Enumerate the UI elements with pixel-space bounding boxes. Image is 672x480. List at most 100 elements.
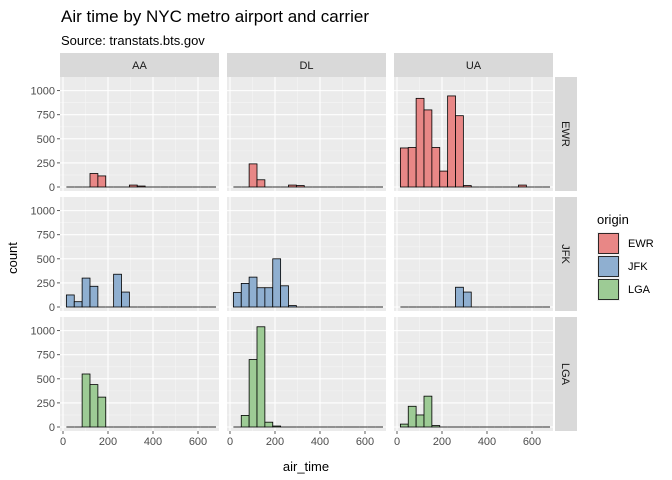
facet-strip-row: [555, 77, 577, 191]
x-tick-label: 200: [266, 436, 284, 448]
facet-label-col: UA: [466, 60, 482, 72]
histogram-bar: [415, 97, 425, 188]
histogram-bar: [462, 291, 472, 308]
facet-strip-col: [227, 53, 386, 77]
histogram-bar: [455, 286, 464, 308]
histogram-bar: [462, 185, 472, 188]
histogram-bar: [97, 175, 107, 188]
y-tick-label: 1000: [31, 326, 55, 338]
histogram-bar: [89, 384, 99, 428]
legend-swatch: [598, 279, 619, 300]
histogram-bar: [431, 425, 441, 428]
legend-swatch: [598, 256, 619, 277]
legend-label: EWR: [628, 238, 654, 250]
panel-lga-aa: [60, 317, 219, 431]
facet-label-row: EWR: [559, 121, 571, 147]
histogram-bar: [288, 305, 297, 308]
histogram-bar: [256, 326, 266, 428]
x-tick-label: 600: [356, 436, 374, 448]
chart-title: Air time by NYC metro airport and carrie…: [61, 7, 369, 26]
histogram-bar: [431, 147, 441, 188]
histogram-bar: [81, 373, 91, 428]
panel-lga-dl: [227, 317, 386, 431]
histogram-bar: [264, 287, 274, 308]
panel-ewr-dl: [227, 77, 386, 191]
histogram-bar: [89, 285, 99, 308]
histogram-bar: [232, 292, 242, 308]
panel-jfk-dl: [227, 197, 386, 311]
x-axis-title: air_time: [283, 459, 329, 474]
facet-strip-col: [394, 53, 553, 77]
panel-ewr-ua: [394, 77, 553, 191]
legend-label: JFK: [628, 261, 648, 273]
histogram-bar: [518, 184, 527, 188]
histogram-bar: [97, 396, 107, 428]
y-tick-label: 1000: [31, 86, 55, 98]
histogram-bar: [128, 184, 138, 188]
panel-background: [394, 317, 553, 431]
x-tick-label: 200: [433, 436, 451, 448]
legend-swatch: [598, 233, 619, 254]
legend: EWR JFK LGA: [597, 232, 654, 301]
histogram-bar: [423, 395, 433, 428]
facet-strip-row: [555, 197, 577, 311]
y-tick-label: 0: [49, 182, 55, 194]
histogram-bar: [121, 291, 130, 308]
histogram-bar: [136, 185, 146, 188]
histogram-bar: [248, 276, 258, 308]
y-tick-label: 750: [37, 350, 55, 362]
histogram-bar: [73, 301, 83, 308]
x-tick-label: 600: [189, 436, 207, 448]
y-tick-label: 500: [37, 374, 55, 386]
histogram-bar: [240, 415, 250, 428]
y-tick-label: 0: [49, 302, 55, 314]
y-tick-label: 500: [37, 134, 55, 146]
histogram-bar: [264, 421, 274, 428]
y-tick-label: 250: [37, 398, 55, 410]
histogram-bar: [89, 173, 99, 188]
y-tick-label: 250: [37, 158, 55, 170]
histogram-bar: [407, 405, 417, 428]
histogram-bar: [399, 423, 409, 428]
facet-label-col: DL: [299, 60, 313, 72]
y-axis-title: count: [5, 242, 20, 274]
y-tick-label: 1000: [31, 206, 55, 218]
facet-label-col: AA: [132, 60, 147, 72]
panel-jfk-ua: [394, 197, 553, 311]
histogram-bar: [248, 359, 258, 428]
histogram-bar: [256, 287, 266, 308]
histogram-bar: [455, 115, 464, 188]
facet-label-row: JFK: [559, 244, 571, 264]
x-tick-label: 400: [311, 436, 329, 448]
panel-lga-ua: [394, 317, 553, 431]
y-tick-label: 250: [37, 278, 55, 290]
histogram-bar: [407, 147, 417, 188]
panels: AA DL UA EWR JFK LGA 0 250 500 750 1000 0 250 500 750 1…: [31, 53, 577, 448]
x-tick-label: 600: [523, 436, 541, 448]
histogram-bar: [65, 294, 75, 308]
histogram-bar: [113, 273, 122, 308]
legend-title: origin: [597, 212, 629, 227]
x-tick-label: 400: [144, 436, 162, 448]
histogram-bar: [272, 425, 282, 428]
panel-background: [60, 77, 219, 191]
y-tick-label: 750: [37, 230, 55, 242]
histogram-bar: [280, 285, 289, 308]
histogram-bar: [295, 185, 305, 188]
x-tick-label: 0: [394, 436, 400, 448]
histogram-bar: [415, 414, 425, 428]
y-tick-label: 500: [37, 254, 55, 266]
facet-strip-col: [60, 53, 219, 77]
histogram-bar: [423, 109, 433, 188]
facet-strip-row: [555, 317, 577, 431]
panel-ewr-aa: [60, 77, 219, 191]
x-tick-label: 200: [99, 436, 117, 448]
x-tick-label: 0: [227, 436, 233, 448]
y-tick-label: 0: [49, 422, 55, 434]
histogram-bar: [81, 277, 91, 308]
facet-label-row: LGA: [559, 363, 571, 386]
histogram-bar: [439, 170, 449, 188]
legend-label: LGA: [628, 284, 651, 296]
histogram-bar: [248, 163, 258, 188]
